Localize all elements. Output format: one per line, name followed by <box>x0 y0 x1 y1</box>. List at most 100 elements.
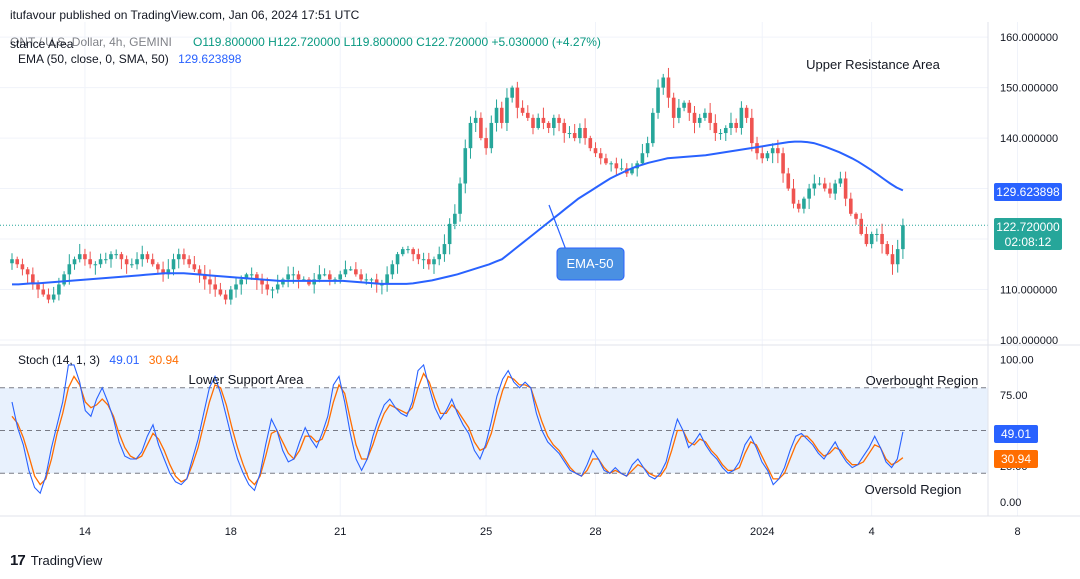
candle-body <box>796 203 801 209</box>
candle-body <box>192 264 197 270</box>
stoch-k-line <box>11 363 904 495</box>
ema-legend[interactable]: EMA (50, close, 0, SMA, 50) 129.623898 <box>18 52 241 66</box>
candle-body <box>802 198 806 209</box>
candle-body <box>869 233 874 245</box>
candle-body <box>875 233 879 235</box>
candle-body <box>468 122 473 149</box>
candle-body <box>718 133 723 135</box>
candle-body <box>619 168 624 170</box>
time-tick-label: 28 <box>589 526 601 538</box>
candle-body <box>458 183 462 214</box>
candle-body <box>552 117 556 128</box>
candle-body <box>578 127 582 139</box>
candles <box>10 67 905 305</box>
candle-body <box>671 97 676 118</box>
candle-body <box>400 249 405 255</box>
candle-body <box>364 279 369 281</box>
candle-body <box>103 259 108 261</box>
candle-body <box>10 259 14 264</box>
candle-body <box>880 233 884 245</box>
candle-body <box>750 117 754 144</box>
candle-body <box>260 279 264 285</box>
candle-body <box>286 274 290 280</box>
last-price-tag: 122.720000 02:08:12 <box>994 218 1062 250</box>
candle-body <box>67 264 72 275</box>
candle-body <box>124 259 129 265</box>
published-line: itufavour published on TradingView.com, … <box>10 8 360 22</box>
lower-support-label: Lower Support Area <box>189 372 305 387</box>
candle-body <box>312 279 316 285</box>
candle-body <box>849 198 853 214</box>
candle-body <box>609 163 613 165</box>
candle-body <box>88 259 92 265</box>
candle-body <box>197 269 202 275</box>
candle-body <box>46 294 51 300</box>
candle-body <box>864 233 869 245</box>
candle-body <box>499 107 504 123</box>
ema-callout-pointer <box>548 204 567 251</box>
stoch-d-tag: 30.94 <box>994 450 1038 468</box>
candle-body <box>489 122 494 149</box>
candle-body <box>343 269 348 275</box>
price-tick-label: 160.000000 <box>1000 32 1058 44</box>
candle-body <box>770 148 775 154</box>
candle-body <box>703 112 707 118</box>
candle-body <box>781 153 785 174</box>
candle-body <box>369 279 374 281</box>
candle-body <box>885 244 890 255</box>
candle-body <box>510 87 514 98</box>
candle-body <box>354 269 358 275</box>
candle-body <box>651 112 655 144</box>
candle-body <box>505 97 509 123</box>
candle-body <box>838 178 843 184</box>
candle-body <box>567 133 572 135</box>
candle-body <box>359 274 363 280</box>
candle-body <box>239 279 244 285</box>
candle-body <box>98 259 103 265</box>
symbol-prefix: stance Area <box>10 37 74 51</box>
candle-body <box>562 122 567 134</box>
tradingview-logo-icon: 17 <box>10 552 26 569</box>
candle-body <box>176 254 181 260</box>
candle-body <box>817 183 822 185</box>
candle-body <box>890 254 895 265</box>
candle-body <box>437 254 442 260</box>
candle-body <box>275 284 280 290</box>
candle-body <box>515 87 520 108</box>
last-price-value: 122.720000 <box>996 220 1060 234</box>
candle-body <box>51 294 56 300</box>
candle-body <box>557 117 561 123</box>
candle-body <box>416 254 421 260</box>
candle-body <box>484 138 488 149</box>
stoch-legend[interactable]: Stoch (14, 1, 3) 49.01 30.94 <box>18 353 179 367</box>
candle-body <box>406 249 410 251</box>
candle-body <box>692 112 697 123</box>
candle-body <box>687 102 692 113</box>
candle-body <box>812 183 817 189</box>
candle-body <box>447 223 452 245</box>
candle-body <box>328 274 332 280</box>
candle-body <box>854 213 858 219</box>
stoch-legend-d: 30.94 <box>148 353 179 367</box>
candle-body <box>677 107 681 118</box>
ohlc-values: O119.800000 H122.720000 L119.800000 C122… <box>193 35 601 49</box>
ema-callout-box <box>556 247 625 281</box>
candle-body <box>130 264 134 266</box>
candle-body <box>338 274 343 280</box>
tradingview-brand[interactable]: 17 TradingView <box>10 552 102 569</box>
candle-body <box>20 264 25 270</box>
ema-price-tag: 129.623898 <box>994 183 1062 201</box>
candle-body <box>630 168 634 174</box>
symbol-title[interactable]: ONT / U.S. Dollar, 4h, GEMINI <box>10 35 172 49</box>
candle-body <box>598 153 603 159</box>
candle-body <box>114 254 118 256</box>
candle-body <box>791 188 796 204</box>
stoch-tick-label: 0.00 <box>1000 497 1021 509</box>
candle-body <box>843 178 848 199</box>
candle-body <box>281 279 285 285</box>
candle-body <box>296 274 301 280</box>
candle-body <box>776 148 780 154</box>
y-axis-ticks: 100.000000110.000000120.000000130.000000… <box>1000 32 1058 347</box>
candle-body <box>109 254 113 260</box>
